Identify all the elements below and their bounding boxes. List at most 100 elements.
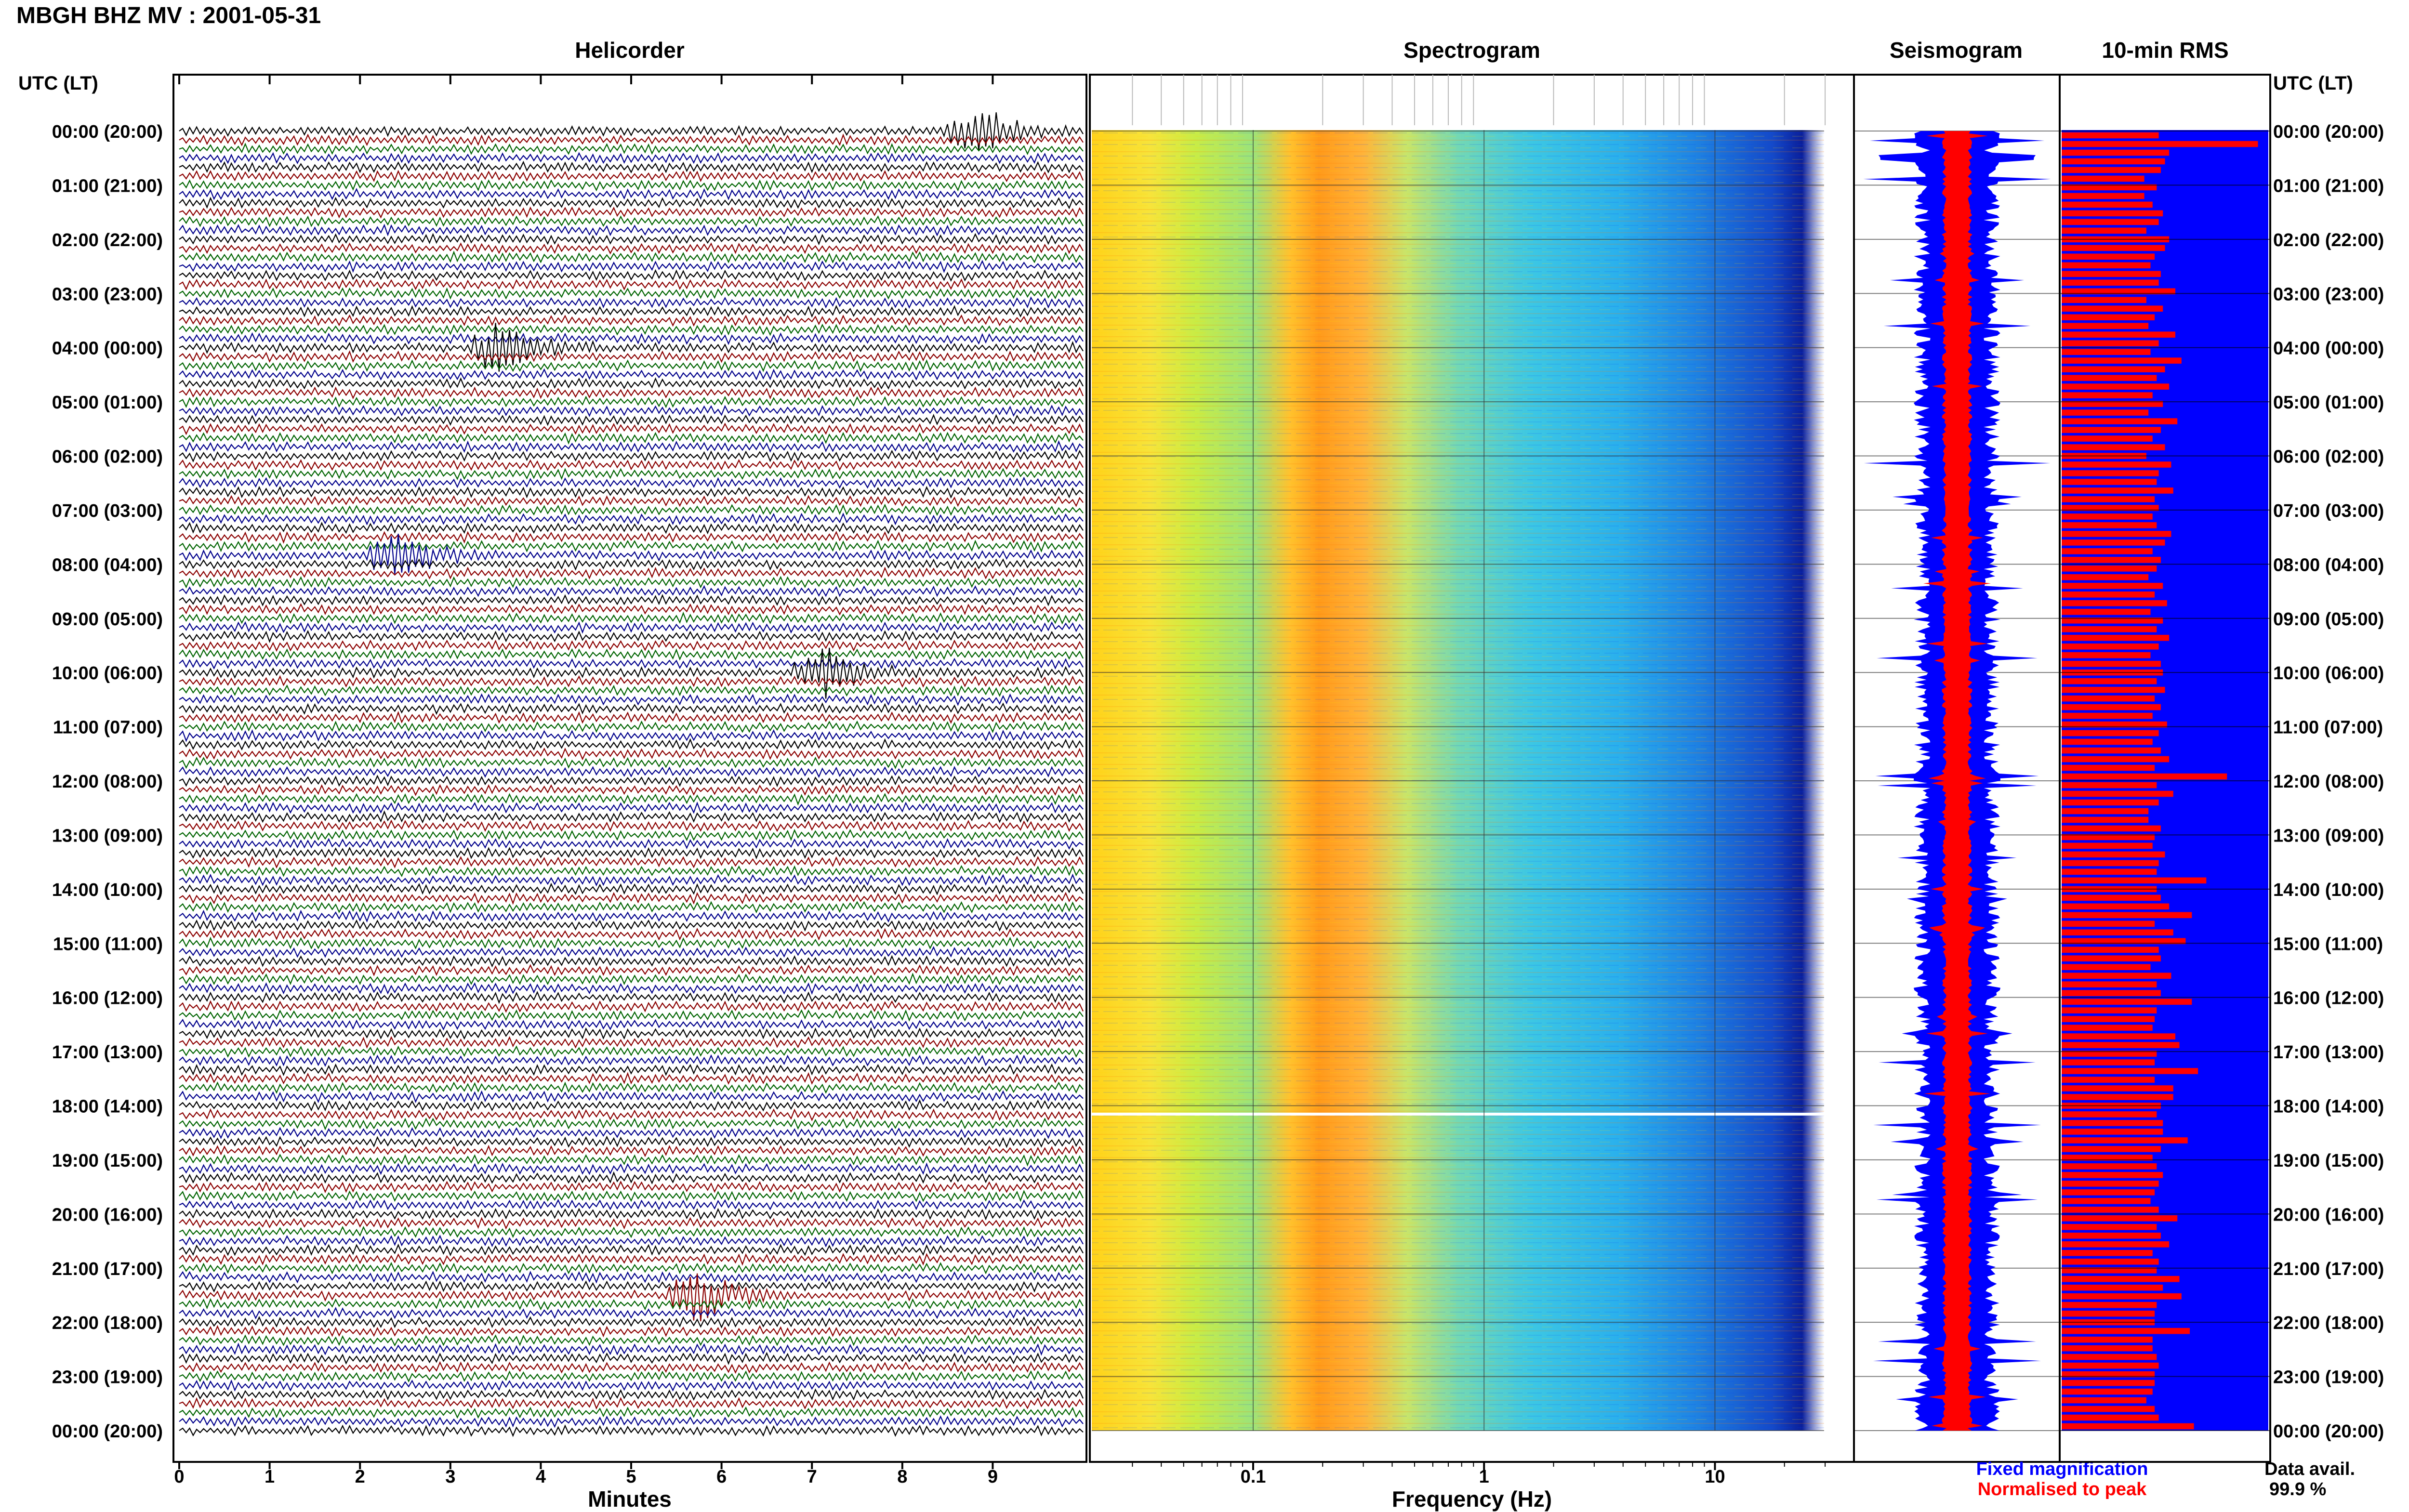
rms-bar	[2062, 808, 2149, 815]
rms-bar	[2062, 1284, 2163, 1291]
rms-bar	[2062, 487, 2173, 494]
helicorder-trace	[179, 188, 1084, 200]
helicorder-trace	[179, 486, 1084, 499]
right-hour-label: 15:00 (11:00)	[2273, 934, 2383, 954]
rms-bar	[2062, 1163, 2157, 1170]
minute-tick-label: 5	[626, 1467, 636, 1487]
rms-bar	[2062, 1354, 2157, 1360]
rms-bar	[2062, 401, 2163, 407]
rms-bar	[2062, 1025, 2153, 1031]
helicorder-trace	[179, 133, 1084, 146]
rms-bar	[2062, 834, 2155, 841]
rms-bar	[2062, 1016, 2155, 1022]
helicorder-trace	[179, 1000, 1084, 1013]
helicorder-trace	[179, 440, 1084, 453]
helicorder-trace	[179, 468, 1084, 480]
rms-bar	[2062, 461, 2171, 468]
right-hour-label: 08:00 (04:00)	[2273, 555, 2384, 575]
helicorder-trace	[179, 901, 1084, 914]
rms-bar	[2062, 799, 2159, 806]
rms-bar	[2062, 1371, 2155, 1378]
rms-bar	[2062, 790, 2173, 797]
helicorder-trace	[179, 647, 1084, 699]
data-availability-value: 99.9 %	[2269, 1479, 2326, 1499]
rms-bar	[2062, 738, 2153, 745]
helicorder-trace	[179, 414, 1084, 426]
rms-bars	[2062, 132, 2258, 1430]
helicorder-trace	[179, 946, 1084, 959]
helicorder-trace	[179, 1198, 1084, 1211]
rms-bar	[2062, 531, 2171, 537]
frequency-axis-label: Frequency (Hz)	[1392, 1486, 1552, 1512]
rms-bar	[2062, 470, 2159, 476]
helicorder-trace	[179, 1144, 1084, 1157]
rms-bar	[2062, 357, 2182, 364]
rms-bar	[2062, 1068, 2198, 1074]
rms-bar	[2062, 1336, 2153, 1343]
left-hour-label: 07:00 (03:00)	[52, 501, 163, 521]
rms-bar	[2062, 505, 2159, 511]
helicorder-panel: 0 1 2 3 4 5 6 7 8 9 Minutes	[172, 74, 1087, 1512]
helicorder-trace	[179, 1054, 1084, 1067]
rms-title: 10-min RMS	[2102, 38, 2228, 63]
rms-bar	[2062, 427, 2161, 433]
helicorder-trace	[179, 991, 1084, 1004]
helicorder-trace	[179, 160, 1084, 174]
minute-tick-label: 8	[897, 1467, 907, 1487]
helicorder-trace	[179, 611, 1084, 625]
rms-bar	[2062, 383, 2170, 390]
helicorder-trace	[179, 1180, 1084, 1194]
right-hour-label: 21:00 (17:00)	[2273, 1259, 2384, 1279]
right-hour-labels: 00:00 (20:00) 01:00 (21:00) 02:00 (22:00) 0…	[2273, 122, 2384, 1442]
helicorder-trace	[179, 566, 1084, 580]
helicorder-trace	[179, 756, 1084, 769]
helicorder-trace	[179, 1027, 1084, 1040]
helicorder-trace	[179, 170, 1084, 183]
rms-bar	[2062, 1077, 2155, 1083]
helicorder-trace	[179, 1280, 1084, 1293]
rms-bar	[2062, 626, 2157, 632]
helicorder-trace	[179, 233, 1084, 246]
left-hour-label: 22:00 (18:00)	[52, 1313, 163, 1333]
helicorder-trace	[179, 766, 1084, 778]
rms-bar	[2062, 132, 2159, 139]
helicorder-trace	[179, 1334, 1084, 1347]
rms-bar	[2062, 1241, 2170, 1248]
helicorder-trace	[179, 738, 1084, 751]
helicorder-trace	[179, 1424, 1084, 1437]
rms-bar	[2062, 305, 2163, 312]
rms-bar	[2062, 331, 2175, 338]
helicorder-trace	[179, 1235, 1084, 1248]
rms-bar	[2062, 894, 2161, 901]
minutes-axis: 0 1 2 3 4 5 6 7 8 9	[174, 75, 998, 1487]
spectrogram-grid	[1092, 130, 1824, 1431]
rms-bar	[2062, 773, 2227, 780]
rms-bar	[2062, 1249, 2153, 1256]
helicorder-trace	[179, 558, 1084, 571]
rms-bar	[2062, 1146, 2161, 1152]
helicorder-trace	[179, 377, 1084, 390]
helicorder-trace	[179, 1243, 1084, 1257]
rms-bar	[2062, 1224, 2157, 1230]
helicorder-trace	[179, 1045, 1084, 1058]
rms-bar	[2062, 1406, 2155, 1412]
data-availability-label: Data avail.	[2264, 1459, 2355, 1479]
rms-bar	[2062, 323, 2149, 329]
rms-bar	[2062, 167, 2161, 173]
rms-bar	[2062, 660, 2161, 667]
left-hour-label: 11:00 (07:00)	[53, 718, 163, 738]
rms-bar	[2062, 652, 2151, 658]
helicorder-trace	[179, 1118, 1084, 1131]
rms-bar	[2062, 574, 2149, 580]
left-hour-label: 04:00 (00:00)	[52, 339, 163, 359]
left-hour-label: 17:00 (13:00)	[52, 1042, 163, 1063]
right-hour-label: 23:00 (19:00)	[2273, 1367, 2384, 1388]
helicorder-trace	[179, 747, 1084, 761]
helicorder-trace	[179, 449, 1084, 463]
helicorder-trace	[179, 1397, 1084, 1410]
rms-bar	[2062, 496, 2155, 502]
rms-bar	[2062, 981, 2157, 987]
right-hour-label: 06:00 (02:00)	[2273, 447, 2384, 467]
rms-bar	[2062, 764, 2155, 771]
